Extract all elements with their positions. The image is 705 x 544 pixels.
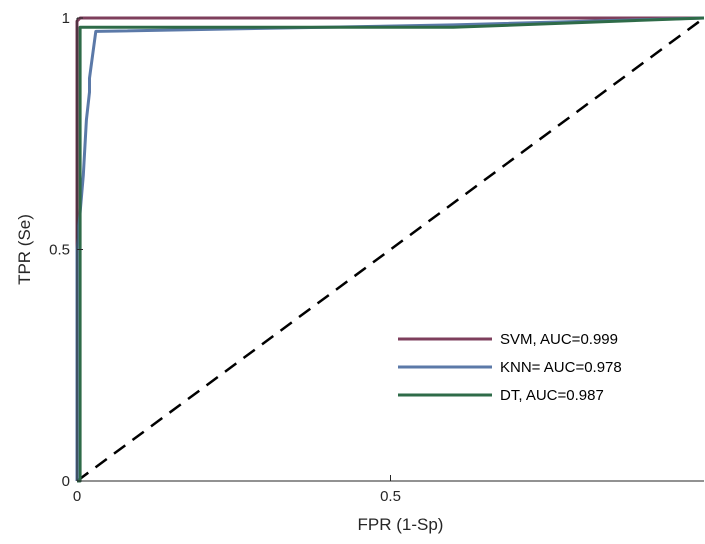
x-tick-label: 0.5 <box>380 488 401 505</box>
legend-label: SVM, AUC=0.999 <box>500 331 618 348</box>
x-axis-title: FPR (1-Sp) <box>358 515 444 534</box>
y-tick-label: 1 <box>62 10 70 27</box>
y-tick-label: 0 <box>62 473 70 490</box>
legend-label: DT, AUC=0.987 <box>500 387 604 404</box>
legend: SVM, AUC=0.999 KNN= AUC=0.978 DT, AUC=0.98… <box>388 322 688 418</box>
y-tick-label: 0.5 <box>49 242 70 259</box>
plot-area: 0 0.5 00.51 <box>49 10 705 505</box>
legend-label: KNN= AUC=0.978 <box>500 359 622 376</box>
chance-diagonal-line <box>76 16 705 483</box>
y-ticks: 00.51 <box>49 10 83 490</box>
x-tick-label: 0 <box>73 488 81 505</box>
x-ticks: 0 0.5 <box>73 475 401 505</box>
y-axis-title: TPR (Se) <box>15 214 34 285</box>
